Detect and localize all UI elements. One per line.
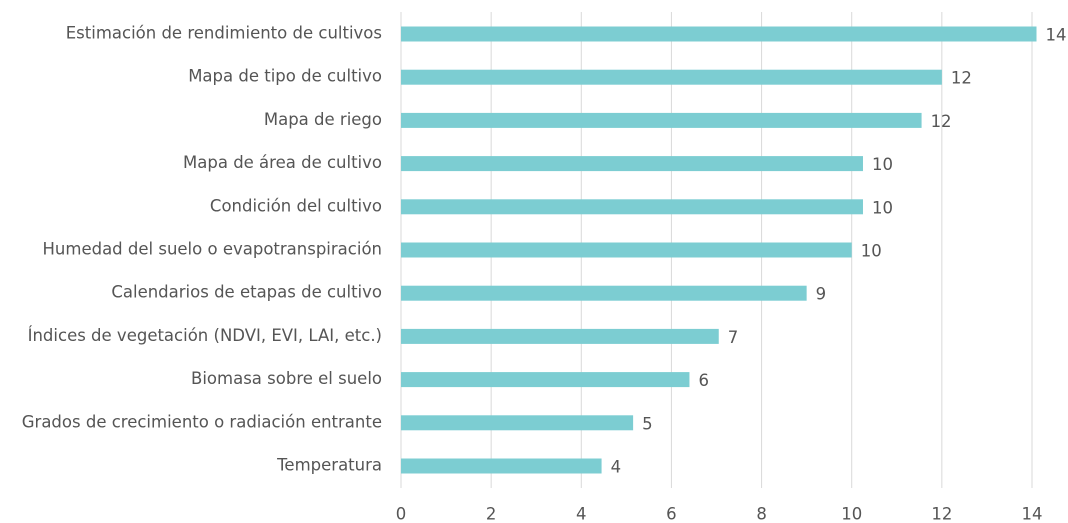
x-tick-label: 2	[486, 505, 497, 523]
y-tick-label: Mapa de tipo de cultivo	[188, 67, 382, 86]
data-label: 10	[861, 242, 882, 261]
bar	[401, 156, 863, 172]
bar	[401, 199, 863, 215]
y-tick-label: Mapa de área de cultivo	[183, 153, 382, 172]
data-label: 12	[951, 69, 972, 88]
y-tick-label: Grados de crecimiento o radiación entran…	[22, 412, 382, 431]
x-tick-label: 8	[756, 505, 767, 523]
bar	[401, 372, 690, 388]
y-tick-label: Temperatura	[276, 456, 382, 475]
bar	[401, 112, 922, 128]
bar	[401, 415, 634, 431]
y-tick-label: Humedad del suelo o evapotranspiración	[43, 240, 383, 259]
data-label: 14	[1046, 26, 1067, 45]
bar	[401, 242, 852, 258]
bar	[401, 26, 1037, 42]
x-tick-label: 10	[841, 505, 862, 523]
x-tick-label: 12	[931, 505, 952, 523]
x-tick-label: 0	[396, 505, 407, 523]
y-tick-label: Mapa de riego	[264, 110, 382, 129]
data-label: 6	[698, 371, 709, 390]
data-label: 12	[931, 112, 952, 131]
y-tick-label: Biomasa sobre el suelo	[191, 369, 382, 388]
data-label: 5	[642, 414, 653, 433]
x-tick-label: 4	[576, 505, 587, 523]
bar	[401, 69, 942, 85]
bar	[401, 328, 719, 344]
y-tick-label: Condición del cultivo	[210, 196, 382, 215]
y-tick-label: Estimación de rendimiento de cultivos	[66, 24, 382, 43]
x-tick-label: 6	[666, 505, 677, 523]
y-tick-label: Índices de vegetación (NDVI, EVI, LAI, e…	[28, 326, 382, 345]
bar	[401, 458, 602, 474]
data-label: 10	[872, 155, 893, 174]
data-label: 9	[816, 285, 827, 304]
y-tick-label: Calendarios de etapas de cultivo	[111, 283, 382, 302]
x-tick-label: 14	[1022, 505, 1043, 523]
data-label: 10	[872, 198, 893, 217]
bar	[401, 285, 807, 301]
data-label: 7	[728, 328, 739, 347]
data-label: 4	[611, 458, 622, 477]
